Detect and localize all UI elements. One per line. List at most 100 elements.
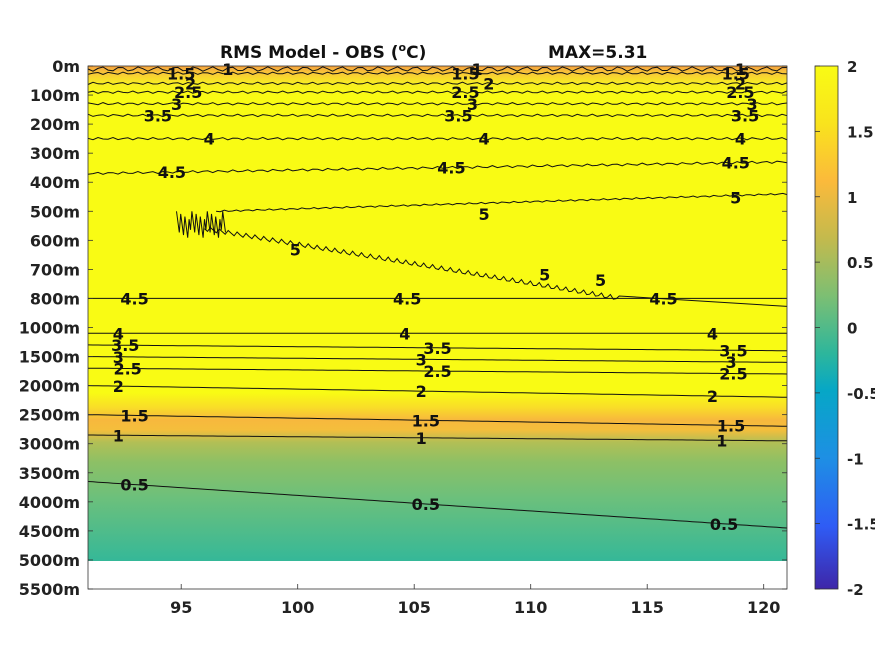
y-tick-label: 3000m xyxy=(19,435,80,454)
contour-label: 3.5 xyxy=(731,106,759,125)
contour-label: 3 xyxy=(171,95,182,114)
y-tick-label: 500m xyxy=(30,202,80,221)
y-tick-label: 200m xyxy=(30,115,80,134)
y-tick-label: 5000m xyxy=(19,551,80,570)
contour-label: 1 xyxy=(416,429,427,448)
colorbar-tick-label: -1 xyxy=(847,450,864,468)
contour-line xyxy=(88,414,788,427)
contour-label: 1.5 xyxy=(717,416,745,435)
contour-label: 3.5 xyxy=(444,106,472,125)
contour-label: 4.5 xyxy=(120,289,148,308)
contour-label: 4.5 xyxy=(158,163,186,182)
y-tick-label: 300m xyxy=(30,144,80,163)
contour-label: 1 xyxy=(716,431,727,450)
colorbar-tick-label: 0 xyxy=(847,320,857,338)
x-tick-label: 105 xyxy=(397,598,430,617)
contour-label: 3.5 xyxy=(144,106,172,125)
contour-label: 5 xyxy=(730,188,741,207)
y-tick-label: 400m xyxy=(30,173,80,192)
contour-label: 2.5 xyxy=(719,365,747,384)
colorbar-tick-label: -0.5 xyxy=(847,385,875,403)
colorbar-tick-label: 1.5 xyxy=(847,123,874,141)
contour-line xyxy=(88,434,787,442)
contour-label: 3.5 xyxy=(423,339,451,358)
contour-label: 0.5 xyxy=(710,515,738,534)
contour-line xyxy=(88,367,788,375)
contour-line xyxy=(87,385,787,398)
contour-label: 4 xyxy=(735,130,746,149)
y-tick-label: 100m xyxy=(30,86,80,105)
contour-label: 3.5 xyxy=(111,336,139,355)
contour-noise xyxy=(176,211,226,238)
contour-label: 1 xyxy=(735,60,746,79)
contour-label: 5 xyxy=(595,271,606,290)
contour-line xyxy=(216,192,788,213)
contour-label: 4 xyxy=(204,130,215,149)
chart-title-end: C) xyxy=(406,43,426,63)
y-tick-label: 5500m xyxy=(19,580,80,599)
y-tick-label: 3500m xyxy=(19,464,80,483)
contour-label: 2.5 xyxy=(726,83,754,102)
contour-line xyxy=(87,71,788,76)
max-annotation: MAX=5.31 xyxy=(548,43,647,63)
contour-label: 4.5 xyxy=(393,289,421,308)
colorbar-tick-label: -2 xyxy=(847,581,864,599)
x-tick-label: 110 xyxy=(514,598,547,617)
contour-label: 0.5 xyxy=(412,495,440,514)
contour-line xyxy=(87,160,788,175)
colorbar-tick-label: 1 xyxy=(847,189,857,207)
contour-label: 4 xyxy=(479,130,490,149)
chart-title-sup: o xyxy=(399,41,407,54)
y-tick-label: 4000m xyxy=(19,493,80,512)
contour-label: 2.5 xyxy=(423,362,451,381)
contour-line xyxy=(87,113,788,118)
contour-label: 3 xyxy=(416,350,427,369)
contour-label: 1.5 xyxy=(412,411,440,430)
y-tick-label: 1500m xyxy=(19,348,80,367)
data-field xyxy=(88,66,787,561)
contour-line xyxy=(87,90,788,94)
colorbar-tick-label: 0.5 xyxy=(847,254,874,272)
contour-label: 5 xyxy=(290,240,301,259)
contour-label: 2.5 xyxy=(174,83,202,102)
contour-label: 1.5 xyxy=(722,64,750,83)
contour-line xyxy=(87,102,788,106)
contour-label: 2.5 xyxy=(113,360,141,379)
contour-label: 0.5 xyxy=(120,476,148,495)
y-tick-label: 2500m xyxy=(19,406,80,425)
contour-label: 1 xyxy=(113,426,124,445)
contour-label: 4.5 xyxy=(722,154,750,173)
contour-label: 2.5 xyxy=(451,83,479,102)
contour-label: 4 xyxy=(399,324,410,343)
contour-line xyxy=(87,481,788,529)
contour-line xyxy=(87,136,788,141)
contour-labels: 1 1 11.5 1.5 1.52 2 22.5 2.5 2.53 3 33.5 3.5 3.54 4 44… xyxy=(111,60,759,534)
contour-label: 1 xyxy=(472,60,483,79)
contour-label: 4.5 xyxy=(437,158,465,177)
contour-line xyxy=(87,344,787,352)
contour-label: 2 xyxy=(113,377,124,396)
contour-label: 5 xyxy=(539,265,550,284)
colorbar-ticks: 2 1.5 1 0.5 0 -0.5 -1 -1.5 -2 xyxy=(815,58,875,599)
contour-label: 3.5 xyxy=(719,341,747,360)
contour-label: 3 xyxy=(467,95,478,114)
x-tick-label: 120 xyxy=(747,598,780,617)
y-tick-label: 800m xyxy=(30,289,80,308)
contour-label: 4.5 xyxy=(649,289,677,308)
contour-label: 1.5 xyxy=(167,64,195,83)
y-tick-label: 1000m xyxy=(19,319,80,338)
contour-line xyxy=(87,81,788,86)
y-tick-label: 600m xyxy=(30,231,80,250)
colorbar-tick-label: -1.5 xyxy=(847,516,875,534)
x-tick-label: 115 xyxy=(630,598,663,617)
chart-title: RMS Model - OBS (oC) xyxy=(220,41,426,63)
contour-label: 3 xyxy=(726,353,737,372)
x-tick-label: 95 xyxy=(170,598,192,617)
contour-line xyxy=(87,66,788,72)
chart-title-main: RMS Model - OBS ( xyxy=(220,43,399,63)
y-tick-label: 0m xyxy=(52,57,80,76)
y-tick-label: 4500m xyxy=(19,522,80,541)
contour-label: 5 xyxy=(479,205,490,224)
x-axis-ticks: 95 100 105 110 115 120 xyxy=(170,584,780,617)
